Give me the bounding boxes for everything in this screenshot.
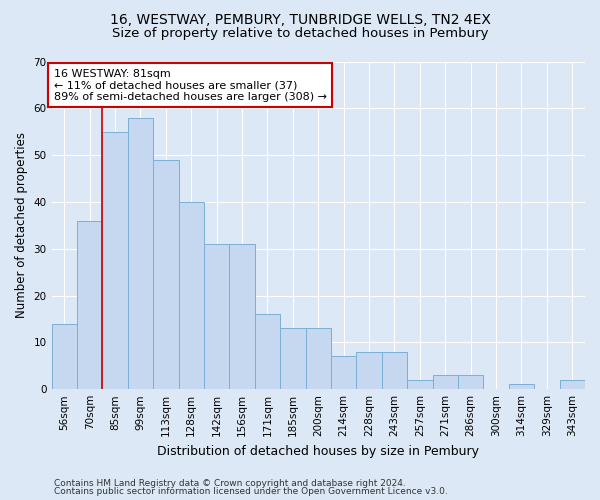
Bar bbox=[433, 375, 458, 389]
Bar bbox=[179, 202, 204, 389]
Bar bbox=[103, 132, 128, 389]
Bar bbox=[356, 352, 382, 389]
Y-axis label: Number of detached properties: Number of detached properties bbox=[15, 132, 28, 318]
Bar bbox=[204, 244, 229, 389]
Bar bbox=[229, 244, 255, 389]
Text: Contains public sector information licensed under the Open Government Licence v3: Contains public sector information licen… bbox=[54, 487, 448, 496]
Text: Size of property relative to detached houses in Pembury: Size of property relative to detached ho… bbox=[112, 28, 488, 40]
Text: 16 WESTWAY: 81sqm
← 11% of detached houses are smaller (37)
89% of semi-detached: 16 WESTWAY: 81sqm ← 11% of detached hous… bbox=[53, 68, 326, 102]
Text: Contains HM Land Registry data © Crown copyright and database right 2024.: Contains HM Land Registry data © Crown c… bbox=[54, 478, 406, 488]
Bar bbox=[305, 328, 331, 389]
Bar bbox=[560, 380, 585, 389]
Bar bbox=[331, 356, 356, 389]
Bar bbox=[255, 314, 280, 389]
Text: 16, WESTWAY, PEMBURY, TUNBRIDGE WELLS, TN2 4EX: 16, WESTWAY, PEMBURY, TUNBRIDGE WELLS, T… bbox=[110, 12, 490, 26]
Bar bbox=[382, 352, 407, 389]
Bar bbox=[280, 328, 305, 389]
Bar bbox=[52, 324, 77, 389]
Bar bbox=[509, 384, 534, 389]
X-axis label: Distribution of detached houses by size in Pembury: Distribution of detached houses by size … bbox=[157, 444, 479, 458]
Bar bbox=[77, 220, 103, 389]
Bar bbox=[128, 118, 153, 389]
Bar bbox=[407, 380, 433, 389]
Bar bbox=[153, 160, 179, 389]
Bar bbox=[458, 375, 484, 389]
